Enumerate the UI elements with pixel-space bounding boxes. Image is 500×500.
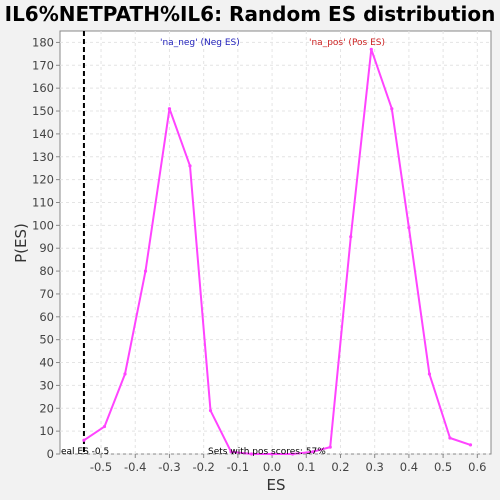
data-point xyxy=(427,372,432,376)
chart-title: IL6%NETPATH%IL6: Random ES distribution xyxy=(5,2,496,26)
x-tick-label: 0.4 xyxy=(400,460,418,474)
data-point xyxy=(229,450,233,454)
y-tick-label: 140 xyxy=(32,127,54,141)
data-point xyxy=(311,450,315,454)
y-tick-label: 20 xyxy=(39,401,54,415)
x-tick-label: 0.3 xyxy=(366,460,384,474)
data-point xyxy=(270,452,274,456)
y-tick-label: 40 xyxy=(39,356,54,370)
y-tick-label: 30 xyxy=(39,378,54,392)
real-es-label: eal ES -0.5 xyxy=(61,447,109,457)
axes: 0 10 20 30 40 50 60 70 80 90 100 110 120 130 140 150 160… xyxy=(32,35,486,474)
grid-lines xyxy=(60,31,491,455)
x-tick-label: -0.2 xyxy=(192,460,214,474)
data-point xyxy=(188,164,192,168)
data-point xyxy=(143,269,148,273)
series-marks xyxy=(82,31,473,456)
data-point xyxy=(208,408,213,413)
y-tick-label: 10 xyxy=(39,424,54,438)
y-tick-label: 130 xyxy=(32,150,54,164)
data-point xyxy=(249,452,254,456)
data-point xyxy=(82,438,86,442)
data-point xyxy=(328,445,332,449)
y-tick-label: 100 xyxy=(32,218,54,232)
y-tick-label: 90 xyxy=(39,241,54,255)
y-tick-label: 120 xyxy=(32,173,54,187)
y-tick-label: 110 xyxy=(32,195,54,209)
neg-es-label: 'na_neg' (Neg ES) xyxy=(160,38,240,48)
x-tick-label: 0.0 xyxy=(263,460,281,474)
x-tick-label: -0.1 xyxy=(227,460,249,474)
y-tick-label: 80 xyxy=(39,264,54,278)
series-line xyxy=(83,48,471,455)
data-point xyxy=(102,424,107,429)
y-tick-label: 150 xyxy=(32,104,54,118)
pos-scores-label: Sets with pos scores: 57% xyxy=(208,447,326,457)
x-tick-label: -0.5 xyxy=(90,460,112,474)
data-point xyxy=(390,107,394,111)
data-point xyxy=(291,452,295,456)
y-tick-label: 160 xyxy=(32,81,54,95)
data-point xyxy=(349,235,353,239)
data-point xyxy=(468,443,473,447)
x-tick-label: -0.3 xyxy=(158,460,180,474)
data-point xyxy=(407,226,411,230)
x-tick-label: -0.4 xyxy=(124,460,146,474)
x-tick-label: 0.2 xyxy=(331,460,349,474)
data-point xyxy=(448,436,452,440)
pos-es-label: 'na_pos' (Pos ES) xyxy=(309,38,385,48)
y-tick-label: 170 xyxy=(32,58,54,72)
y-tick-label: 60 xyxy=(39,310,54,324)
plot-area xyxy=(59,30,492,455)
y-tick-label: 70 xyxy=(39,287,54,301)
x-tick-label: 0.5 xyxy=(434,460,452,474)
y-tick-label: 180 xyxy=(32,35,54,49)
data-point xyxy=(167,107,172,111)
x-tick-label: 0.6 xyxy=(468,460,486,474)
y-tick-label: 0 xyxy=(47,447,54,461)
data-point xyxy=(369,47,373,51)
data-point xyxy=(123,372,127,376)
y-axis-title: P(ES) xyxy=(12,223,30,263)
x-tick-label: 0.1 xyxy=(297,460,315,474)
y-tick-label: 50 xyxy=(39,333,54,347)
x-axis-title: ES xyxy=(267,476,286,494)
